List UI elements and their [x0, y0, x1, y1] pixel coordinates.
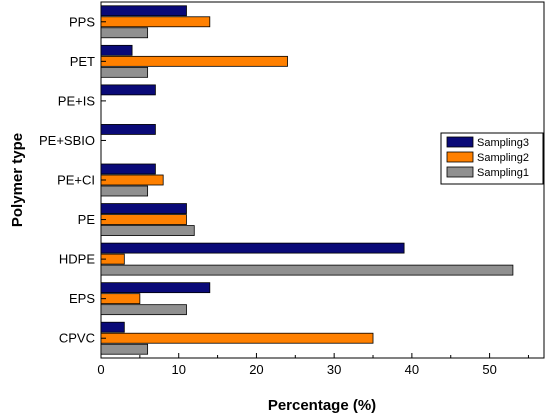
bar-sampling2-pe [100, 214, 187, 225]
x-tick-label: 10 [171, 362, 185, 377]
bar-sampling3-cpvc [100, 321, 125, 333]
bar-sampling1-pet [100, 66, 149, 78]
bar-sampling3-pet [100, 44, 133, 56]
bar-sampling3-pe-sbio [100, 124, 156, 135]
bar-sampling3-eps [100, 282, 211, 294]
bar-sampling3-pe [100, 203, 187, 214]
y-tick-label: PE [78, 212, 96, 227]
x-tick-label: 50 [482, 362, 496, 377]
bar-sampling3-pe-is [100, 84, 156, 96]
bar-sampling1-hdpe [100, 264, 514, 276]
bar-sampling3-pe-ci [100, 163, 156, 175]
x-axis: 0 10 20 30 40 50 [97, 353, 529, 377]
y-tick-label: EPS [69, 291, 95, 306]
bar-sampling1-eps [100, 304, 187, 316]
legend-swatch-sampling3 [446, 136, 474, 148]
bar-sampling2-pps [100, 16, 211, 28]
x-axis-title: Percentage (%) [268, 397, 376, 414]
bar-sampling3-pps [100, 5, 187, 17]
bar-sampling1-pe-ci [100, 185, 149, 197]
bar-sampling2-eps [100, 293, 141, 305]
bar-sampling2-pet [100, 55, 288, 67]
x-tick-label: 40 [405, 362, 419, 377]
y-tick-label: PE+SBIO [39, 133, 95, 148]
y-tick-label: PET [70, 54, 95, 69]
legend-label-sampling1: Sampling1 [477, 167, 529, 179]
bars-group [100, 5, 514, 355]
legend-swatch-sampling2 [446, 151, 474, 163]
legend: Sampling3 Sampling2 Sampling1 [440, 132, 544, 185]
bar-sampling1-cpvc [100, 343, 149, 355]
y-axis: PPS PET PE+IS PE+SBIO PE+CI PE HDPE EPS CPVC [39, 14, 106, 346]
legend-swatch-sampling1 [446, 166, 474, 178]
legend-label-sampling2: Sampling2 [477, 152, 529, 164]
x-tick-label: 0 [97, 362, 104, 377]
y-tick-label: PE+IS [58, 93, 96, 108]
y-tick-label: HDPE [59, 252, 95, 267]
y-tick-label: PE+CI [57, 173, 95, 188]
y-tick-label: CPVC [59, 331, 95, 346]
bar-sampling2-pe-ci [100, 174, 164, 186]
bar-sampling1-pe [100, 225, 195, 236]
bar-sampling2-cpvc [100, 332, 374, 344]
bar-sampling3-hdpe [100, 242, 405, 254]
y-axis-title: Polymer type [9, 133, 26, 227]
legend-label-sampling3: Sampling3 [477, 137, 529, 149]
y-tick-label: PPS [69, 14, 95, 29]
x-tick-label: 30 [327, 362, 341, 377]
x-tick-label: 20 [249, 362, 263, 377]
bar-sampling1-pps [100, 27, 149, 39]
